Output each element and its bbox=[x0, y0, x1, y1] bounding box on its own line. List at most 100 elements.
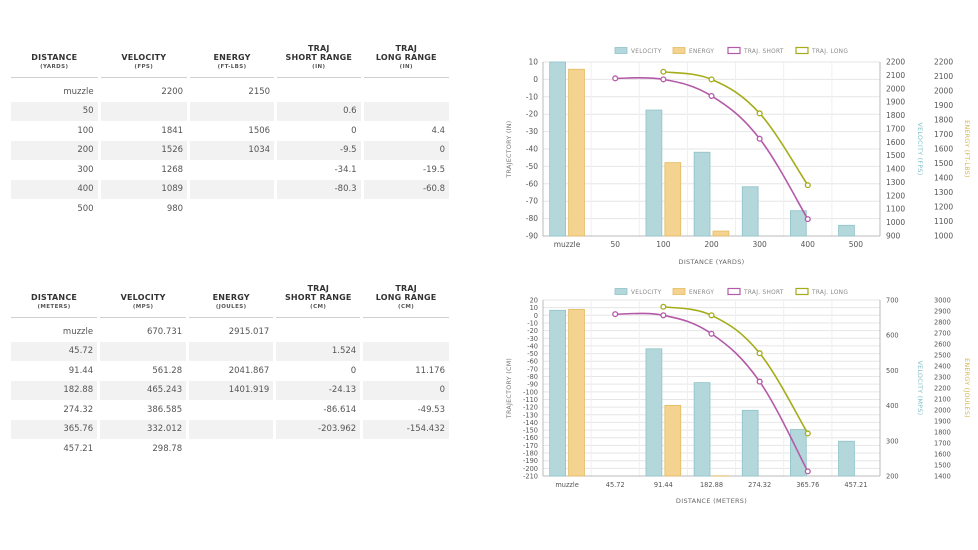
col-header-label2: LONG RANGE bbox=[375, 53, 437, 62]
energy-tick-label: 2600 bbox=[934, 341, 951, 349]
traj-tick-label: -90 bbox=[526, 232, 538, 241]
table-cell: 298.78 bbox=[152, 443, 183, 454]
velocity-bar bbox=[789, 210, 807, 237]
table-cell: 0 bbox=[363, 380, 449, 400]
traj-tick-label: 0 bbox=[534, 312, 538, 320]
velocity-tick-label: 1000 bbox=[886, 218, 905, 227]
table-cell: 200 bbox=[11, 140, 98, 160]
traj-tick-label: -50 bbox=[527, 350, 538, 358]
col-header-unit: (CM) bbox=[310, 304, 327, 310]
energy-tick-label: 2900 bbox=[934, 308, 951, 316]
velocity-bar bbox=[693, 382, 711, 477]
traj-tick-label: 0 bbox=[533, 75, 538, 84]
velocity-tick-label: 1400 bbox=[886, 165, 905, 174]
legend-label: TRAJ. LONG bbox=[811, 49, 848, 55]
energy-tick-label: 1300 bbox=[934, 188, 953, 197]
x-tick-label: muzzle bbox=[554, 240, 581, 249]
traj-long-point bbox=[660, 68, 667, 75]
traj-short-point bbox=[804, 216, 811, 223]
energy-tick-label: 2000 bbox=[934, 87, 953, 96]
energy-axis-label: ENERGY (JOULES) bbox=[963, 358, 970, 418]
table-cell bbox=[277, 199, 361, 219]
traj-axis-label: TRAJECTORY (IN) bbox=[506, 120, 513, 178]
table-cell bbox=[363, 101, 449, 121]
table-cell: -154.432 bbox=[363, 419, 449, 439]
velocity-bar bbox=[645, 348, 663, 477]
col-header-unit: (JOULES) bbox=[215, 304, 247, 310]
velocity-bar bbox=[693, 151, 711, 237]
traj-tick-label: -30 bbox=[527, 335, 538, 343]
col-header-unit: (IN) bbox=[399, 64, 413, 70]
table-row: 300 1268 -34.1 -19.5 bbox=[11, 160, 449, 180]
traj-tick-label: -100 bbox=[523, 388, 538, 396]
velocity-axis-label: VELOCITY (MPS) bbox=[916, 361, 923, 416]
velocity-tick-label: 500 bbox=[886, 367, 899, 375]
energy-bar bbox=[712, 230, 730, 237]
energy-tick-label: 2000 bbox=[934, 407, 951, 415]
col-header-label: VELOCITY bbox=[120, 293, 166, 302]
energy-tick-label: 2100 bbox=[934, 72, 953, 81]
col-header-unit: (FT-LBS) bbox=[217, 64, 247, 70]
col-header-label: VELOCITY bbox=[121, 53, 167, 62]
table-cell: 1089 bbox=[100, 179, 188, 199]
table-cell bbox=[363, 341, 449, 361]
velocity-tick-label: 1700 bbox=[886, 124, 905, 133]
energy-bar bbox=[664, 404, 682, 477]
table-cell: -34.1 bbox=[334, 164, 357, 175]
velocity-tick-label: 1300 bbox=[886, 178, 905, 187]
table-cell: 1526 bbox=[100, 140, 188, 160]
col-header-label2: SHORT RANGE bbox=[284, 293, 352, 302]
traj-short-point bbox=[708, 330, 715, 337]
energy-tick-label: 1200 bbox=[934, 203, 953, 212]
energy-axis-label: ENERGY (FT-LBS) bbox=[963, 120, 970, 178]
x-tick-label: 100 bbox=[656, 240, 671, 249]
table-row: 500 980 bbox=[11, 199, 449, 219]
legend-swatch bbox=[795, 46, 809, 55]
legend-swatch bbox=[614, 288, 628, 295]
velocity-tick-label: 1800 bbox=[886, 111, 905, 120]
velocity-bar bbox=[645, 109, 663, 237]
energy-bar bbox=[568, 308, 585, 477]
energy-tick-label: 1800 bbox=[934, 429, 951, 437]
traj-short-point bbox=[756, 135, 763, 142]
energy-tick-label: 1400 bbox=[934, 174, 953, 183]
traj-short-point bbox=[708, 92, 715, 99]
velocity-bar bbox=[549, 309, 566, 477]
table-cell: 2200 bbox=[161, 86, 184, 97]
traj-short-point bbox=[660, 312, 667, 319]
x-tick-label: 50 bbox=[610, 240, 620, 249]
col-header-2: ENERGY (JOULES) bbox=[189, 284, 274, 318]
table-cell: muzzle bbox=[63, 86, 94, 97]
table-cell: 1034 bbox=[190, 140, 275, 160]
col-header-0: DISTANCE (METERS) bbox=[11, 284, 98, 318]
table-cell: -24.13 bbox=[276, 380, 361, 400]
energy-tick-label: 1600 bbox=[934, 451, 951, 459]
col-header-label: DISTANCE bbox=[31, 53, 78, 62]
traj-tick-label: -80 bbox=[526, 214, 538, 223]
velocity-tick-label: 700 bbox=[886, 297, 899, 305]
table-cell: -19.5 bbox=[423, 164, 445, 175]
table-cell: 274.32 bbox=[63, 404, 94, 415]
table-cell: 0.6 bbox=[277, 101, 361, 121]
legend-label: VELOCITY bbox=[631, 49, 662, 55]
table-cell: 91.44 bbox=[68, 365, 94, 376]
traj-tick-label: 10 bbox=[528, 58, 538, 67]
traj-short-line bbox=[615, 76, 809, 220]
table-cell: -86.614 bbox=[323, 404, 357, 415]
traj-short-point bbox=[756, 378, 763, 385]
traj-tick-label: 20 bbox=[530, 297, 538, 305]
col-header-unit: (MPS) bbox=[132, 304, 154, 310]
col-header-3: TRAJ SHORT RANGE (CM) bbox=[276, 284, 361, 318]
traj-tick-label: -190 bbox=[523, 457, 538, 465]
col-header-2: ENERGY (FT-LBS) bbox=[190, 44, 275, 78]
traj-long-point bbox=[708, 76, 715, 83]
legend-label: TRAJ. SHORT bbox=[743, 290, 784, 296]
legend-label: TRAJ. SHORT bbox=[743, 49, 784, 55]
table-cell bbox=[190, 160, 274, 180]
table-cell: 670.731 bbox=[146, 326, 183, 337]
legend-swatch bbox=[672, 47, 686, 54]
table-cell bbox=[363, 439, 449, 459]
traj-long-line bbox=[663, 70, 809, 186]
legend-swatch bbox=[727, 287, 741, 296]
col-header-label: TRAJ bbox=[395, 44, 418, 53]
